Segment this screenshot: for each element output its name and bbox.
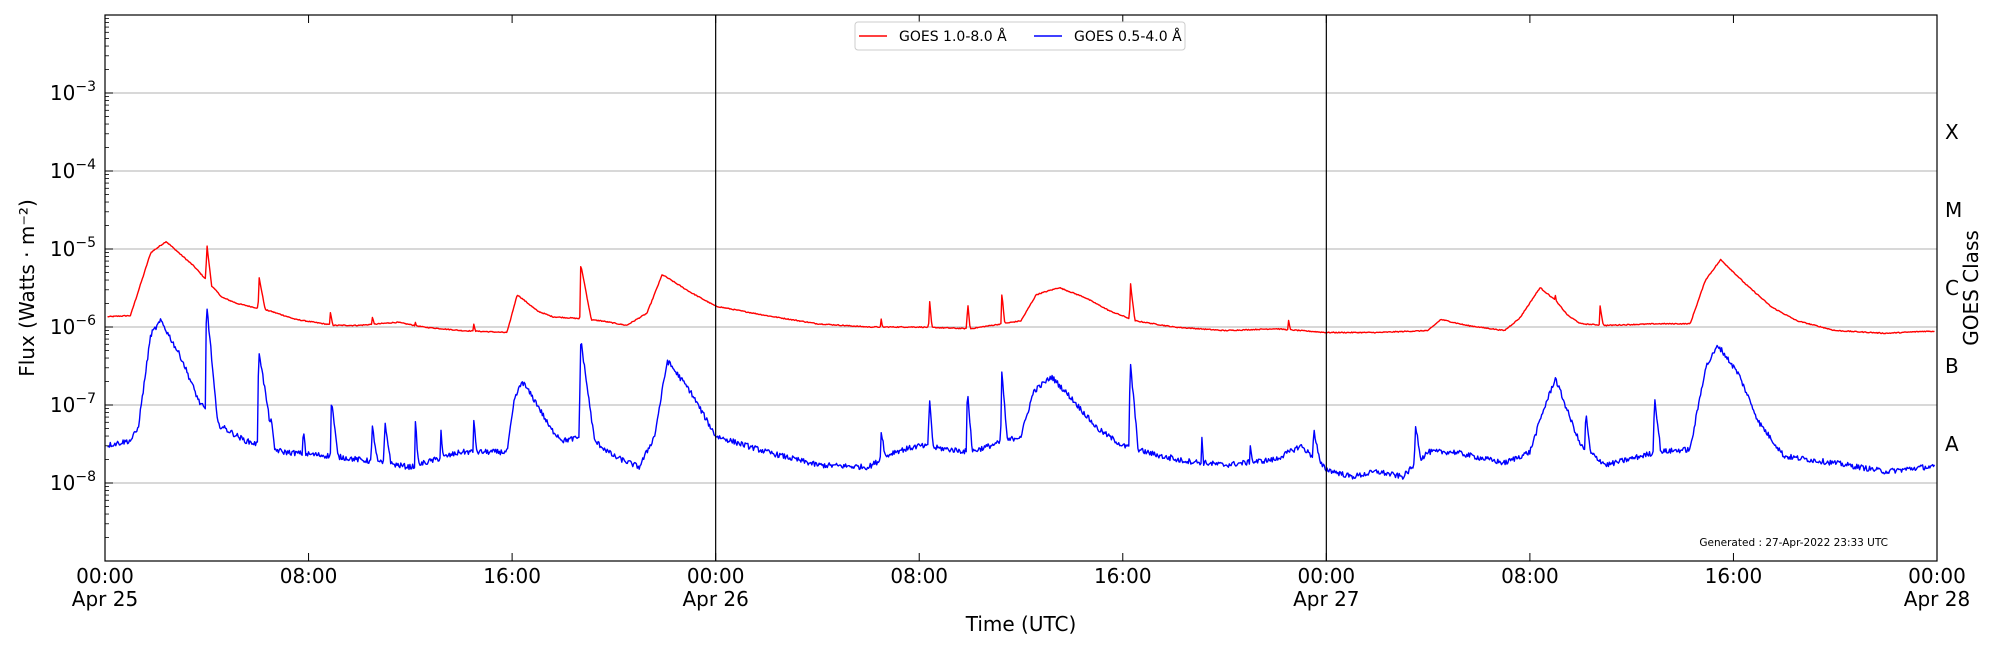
goes-class-labels: A B C M X	[1945, 120, 1962, 456]
y-tick-label: 10−8	[50, 469, 96, 495]
day-separator-lines	[715, 15, 1327, 561]
legend-label-1-8: GOES 1.0-8.0 Å	[899, 28, 1007, 45]
x-tick-label: 08:00	[1501, 564, 1559, 588]
generated-timestamp: Generated : 27-Apr-2022 23:33 UTC	[1699, 537, 1888, 549]
y-axis-title: Flux (Watts · m⁻²)	[15, 199, 39, 377]
y-tick-label: 10−6	[50, 313, 96, 339]
plot-area-frame	[104, 14, 1938, 562]
goes-class-label: B	[1945, 354, 1959, 378]
x-tick-label: 00:00	[1298, 564, 1356, 588]
y2-axis-title: GOES Class	[1959, 230, 1983, 346]
series-lines	[107, 241, 1936, 480]
goes-class-label: C	[1945, 276, 1959, 300]
y-tick-label: 10−3	[50, 79, 96, 105]
goes-class-label: X	[1945, 120, 1959, 144]
legend-box	[854, 21, 1186, 51]
x-tick-date-label: Apr 26	[682, 587, 748, 611]
x-tick-date-label: Apr 28	[1904, 587, 1970, 611]
y-axis-ticks: 10−8 10−7 10−6 10−5 10−4 10−3	[50, 18, 113, 538]
goes-class-label: M	[1945, 198, 1962, 222]
y-tick-label: 10−4	[50, 157, 96, 183]
x-tick-label: 08:00	[890, 564, 948, 588]
legend-label-0-5-4: GOES 0.5-4.0 Å	[1074, 28, 1182, 45]
x-tick-label: 00:00	[687, 564, 745, 588]
x-axis-title: Time (UTC)	[965, 612, 1077, 636]
legend: GOES 1.0-8.0 Å GOES 0.5-4.0 Å	[854, 21, 1186, 51]
series-line-1-8-angstrom	[107, 241, 1935, 335]
x-tick-label: 00:00	[76, 564, 134, 588]
x-tick-label: 16:00	[483, 564, 541, 588]
y-tick-label: 10−7	[50, 391, 96, 417]
x-tick-date-label: Apr 25	[72, 587, 138, 611]
x-tick-date-label: Apr 27	[1293, 587, 1359, 611]
x-tick-label: 16:00	[1094, 564, 1152, 588]
grid-lines	[105, 92, 1937, 484]
goes-class-label: A	[1945, 432, 1959, 456]
x-tick-label: 08:00	[280, 564, 338, 588]
series-line-0-5-4-angstrom	[107, 308, 1936, 480]
y-tick-label: 10−5	[50, 235, 96, 261]
x-tick-label: 00:00	[1908, 564, 1966, 588]
x-tick-label: 16:00	[1705, 564, 1763, 588]
